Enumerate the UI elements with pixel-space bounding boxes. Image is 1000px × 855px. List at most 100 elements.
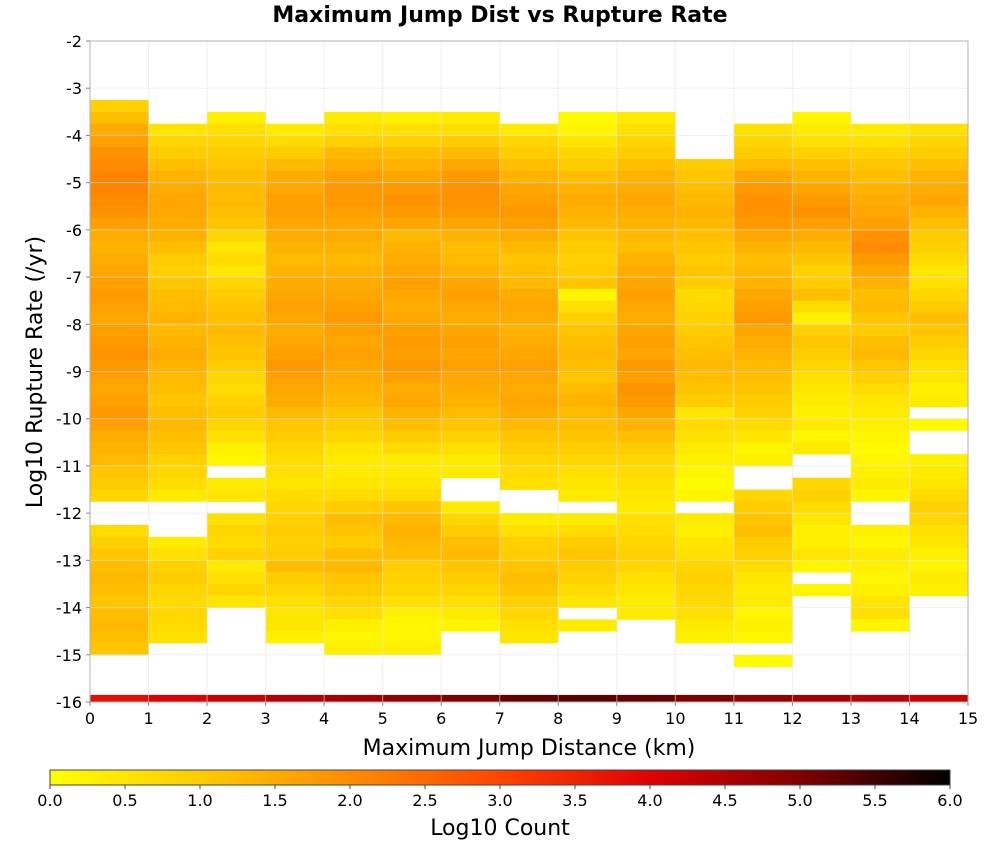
heatmap-cell	[616, 288, 676, 302]
heatmap-cell	[90, 583, 149, 597]
heatmap-cell	[675, 265, 735, 278]
heatmap-cell	[441, 524, 501, 538]
heatmap-cell	[324, 548, 384, 561]
heatmap-band-cell	[733, 694, 793, 702]
heatmap-band-cell	[909, 694, 969, 702]
heatmap-band-cell	[499, 694, 559, 702]
heatmap-cell	[265, 619, 325, 632]
heatmap-cell	[90, 454, 149, 467]
heatmap-cell	[90, 560, 149, 573]
heatmap-cell	[207, 595, 266, 608]
heatmap-cell	[850, 524, 910, 538]
heatmap-cell	[792, 395, 852, 408]
heatmap-cell	[324, 583, 384, 597]
heatmap-cell	[733, 159, 793, 172]
heatmap-cell	[909, 277, 969, 290]
heatmap-cell	[850, 454, 910, 467]
heatmap-cell	[499, 324, 559, 337]
y-tick-label: -5	[66, 174, 82, 193]
heatmap-cell	[675, 560, 735, 573]
heatmap-cell	[850, 383, 910, 396]
heatmap-cell	[558, 572, 618, 585]
heatmap-cell	[148, 277, 208, 290]
heatmap-cell	[382, 324, 442, 337]
heatmap-cell	[441, 218, 501, 231]
heatmap-cell	[850, 536, 910, 549]
heatmap-cell	[909, 324, 969, 337]
heatmap-cell	[558, 123, 618, 136]
heatmap-cell	[148, 288, 208, 302]
heatmap-cell	[499, 182, 559, 195]
heatmap-cell	[148, 312, 208, 325]
heatmap-cell	[675, 583, 735, 597]
heatmap-cell	[792, 182, 852, 195]
heatmap-cell	[382, 560, 442, 573]
heatmap-cell	[382, 607, 442, 620]
heatmap-cell	[382, 536, 442, 549]
heatmap-cell	[499, 406, 559, 420]
heatmap-cell	[850, 572, 910, 585]
y-tick-label: -14	[56, 599, 82, 618]
heatmap-cell	[850, 442, 910, 455]
heatmap-cell	[909, 501, 969, 514]
y-tick-label: -12	[56, 504, 82, 523]
heatmap-cell	[792, 406, 852, 420]
heatmap-cell	[441, 265, 501, 278]
heatmap-cell	[909, 206, 969, 219]
heatmap-cell	[850, 194, 910, 207]
heatmap-cell	[792, 430, 852, 443]
heatmap-cell	[382, 182, 442, 195]
y-tick-label: -10	[56, 410, 82, 429]
heatmap-cell	[675, 288, 735, 302]
heatmap-cell	[90, 241, 149, 254]
heatmap-cell	[909, 454, 969, 467]
heatmap-cell	[733, 371, 793, 384]
heatmap-cell	[90, 100, 149, 113]
heatmap-cell	[850, 324, 910, 337]
heatmap-cell	[733, 265, 793, 278]
heatmap-cell	[616, 241, 676, 254]
heatmap-cell	[324, 383, 384, 396]
heatmap-cell	[90, 572, 149, 585]
heatmap-cell	[441, 406, 501, 420]
heatmap-cell	[441, 229, 501, 243]
heatmap-cell	[850, 170, 910, 184]
heatmap-cell	[850, 395, 910, 408]
heatmap-cell	[675, 312, 735, 325]
heatmap-cell	[207, 241, 266, 254]
heatmap-cell	[207, 383, 266, 396]
heatmap-cell	[558, 206, 618, 219]
heatmap-cell	[792, 312, 852, 325]
heatmap-cell	[324, 123, 384, 136]
heatmap-cell	[207, 548, 266, 561]
heatmap-cell	[265, 607, 325, 620]
heatmap-cell	[148, 253, 208, 266]
heatmap-cell	[324, 277, 384, 290]
heatmap-cell	[265, 454, 325, 467]
heatmap-cell	[909, 241, 969, 254]
heatmap-cell	[148, 619, 208, 632]
colorbar-tick-label: 4.5	[712, 791, 737, 810]
heatmap-cell	[324, 194, 384, 207]
heatmap-cell	[499, 229, 559, 243]
heatmap-cell	[324, 406, 384, 420]
heatmap-cell	[558, 135, 618, 148]
heatmap-cell	[148, 583, 208, 597]
heatmap-cell	[265, 135, 325, 148]
heatmap-cell	[616, 406, 676, 420]
heatmap-cell	[207, 253, 266, 266]
heatmap-cell	[616, 430, 676, 443]
y-tick-label: -16	[56, 693, 82, 712]
heatmap-cell	[675, 206, 735, 219]
heatmap-cell	[207, 359, 266, 372]
heatmap-cell	[558, 395, 618, 408]
heatmap-cell	[441, 548, 501, 561]
heatmap-cell	[265, 253, 325, 266]
heatmap-band-cell	[207, 694, 266, 702]
heatmap-cell	[733, 583, 793, 597]
heatmap-cell	[207, 454, 266, 467]
heatmap-cell	[90, 631, 149, 644]
heatmap-cell	[382, 288, 442, 302]
x-tick-label: 1	[143, 709, 153, 728]
y-axis-ticks: -16 -15 -14 -13 -12 -11 -10 -9 -8 -7 -6 -5 -4 -3 -2	[56, 32, 90, 712]
